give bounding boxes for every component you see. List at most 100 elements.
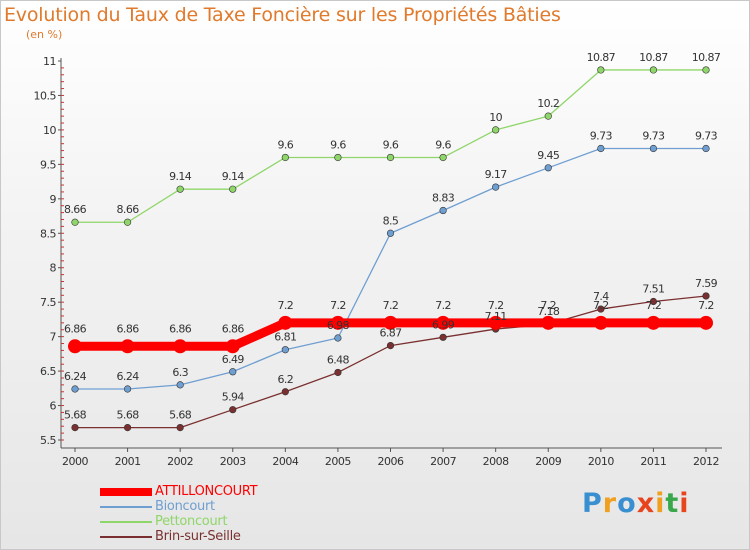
y-tick-label: 11 [43, 55, 56, 68]
data-point [334, 334, 342, 342]
data-point [123, 218, 132, 226]
data-point [544, 164, 552, 172]
y-tick-label: 7.5 [40, 296, 56, 309]
data-point [176, 423, 184, 432]
x-tick-label: 2004 [272, 455, 298, 468]
data-label: 9.73 [695, 130, 718, 143]
x-tick-label: 2007 [430, 455, 456, 468]
data-point [488, 315, 503, 330]
data-label: 6.81 [274, 331, 296, 344]
x-tick-label: 2003 [220, 455, 246, 468]
data-point [71, 218, 79, 226]
data-label: 6.3 [172, 366, 188, 379]
proxiti-logo: Proxiti [582, 488, 690, 519]
data-label: 8.5 [383, 214, 399, 227]
logo-letter: i [655, 488, 666, 519]
data-label: 6.86 [222, 322, 245, 335]
data-point [646, 315, 661, 330]
data-point [281, 388, 289, 396]
data-label: 9.6 [330, 138, 346, 151]
data-label: 7.2 [277, 299, 293, 312]
data-label: 6.49 [222, 353, 245, 366]
data-label: 10.87 [692, 51, 721, 64]
data-point [229, 406, 237, 414]
data-point [541, 315, 556, 330]
data-label: 10.2 [537, 97, 559, 110]
x-tick-label: 2000 [62, 455, 88, 468]
data-label: 6.87 [379, 327, 402, 340]
data-label: 7.2 [646, 299, 662, 312]
legend-label: Pettoncourt [155, 514, 228, 529]
data-point [281, 153, 289, 162]
series-line-bioncourt [75, 147, 706, 390]
logo-letter: x [636, 488, 656, 519]
x-tick-label: 2011 [640, 455, 666, 468]
data-label: 7.4 [593, 290, 609, 303]
data-point [597, 305, 605, 313]
y-tick-label: 10.5 [34, 89, 57, 102]
data-label: 10.87 [639, 51, 668, 64]
data-point [330, 315, 345, 330]
logo-letter: o [617, 488, 637, 519]
data-label: 6.2 [277, 373, 293, 386]
data-label: 7.2 [435, 299, 451, 312]
data-label: 5.68 [169, 409, 192, 422]
y-tick-label: 10 [43, 124, 56, 137]
data-point [439, 153, 447, 162]
x-tick-label: 2002 [167, 455, 193, 468]
data-point [544, 112, 552, 120]
data-point [386, 229, 395, 237]
data-label: 10 [489, 111, 502, 124]
logo-letter: r [602, 488, 618, 519]
data-label: 6.24 [64, 370, 87, 383]
data-point [225, 339, 240, 354]
chart-title: Evolution du Taux de Taxe Foncière sur l… [4, 4, 561, 26]
data-point [383, 315, 398, 330]
data-point [439, 206, 447, 215]
x-tick-label: 2001 [115, 455, 141, 468]
data-point [386, 153, 395, 162]
data-label: 9.14 [222, 170, 245, 183]
logo-letter: P [582, 488, 603, 519]
y-tick-label: 9.5 [40, 158, 56, 171]
data-label: 9.73 [642, 130, 665, 143]
data-point [68, 339, 82, 354]
chart-subtitle: (en %) [26, 28, 63, 41]
legend-label: Brin-sur-Seille [155, 529, 241, 544]
data-label: 6.48 [327, 353, 350, 366]
data-point [439, 333, 447, 341]
data-point [492, 126, 500, 134]
data-label: 9.6 [435, 138, 451, 151]
data-point [281, 346, 289, 354]
y-tick-label: 9 [50, 193, 57, 206]
data-label: 8.83 [432, 192, 455, 205]
x-tick-label: 2008 [483, 455, 509, 468]
data-label: 9.14 [169, 170, 192, 183]
logo-letter: i [679, 488, 690, 519]
data-label: 7.11 [485, 310, 507, 323]
x-tick-label: 2006 [378, 455, 404, 468]
legend-swatch [100, 536, 152, 538]
data-label: 8.66 [117, 203, 140, 216]
data-point [597, 66, 605, 74]
data-point [702, 66, 710, 74]
data-label: 7.2 [593, 299, 609, 312]
data-label: 9.45 [537, 149, 560, 162]
data-point [229, 185, 237, 193]
legend-swatch [100, 506, 152, 508]
data-label: 6.99 [432, 318, 455, 331]
data-point [649, 144, 658, 153]
data-label: 6.86 [169, 322, 192, 335]
data-point [702, 144, 710, 153]
data-label: 8.66 [64, 203, 87, 216]
data-point [492, 183, 500, 191]
x-tick-label: 2010 [588, 455, 614, 468]
data-point [649, 66, 658, 74]
data-label: 7.2 [540, 299, 556, 312]
data-label: 7.2 [330, 299, 346, 312]
data-point [334, 368, 342, 377]
data-label: 5.94 [222, 391, 245, 404]
data-point [436, 315, 451, 330]
data-point [120, 339, 135, 354]
data-point [649, 297, 658, 306]
